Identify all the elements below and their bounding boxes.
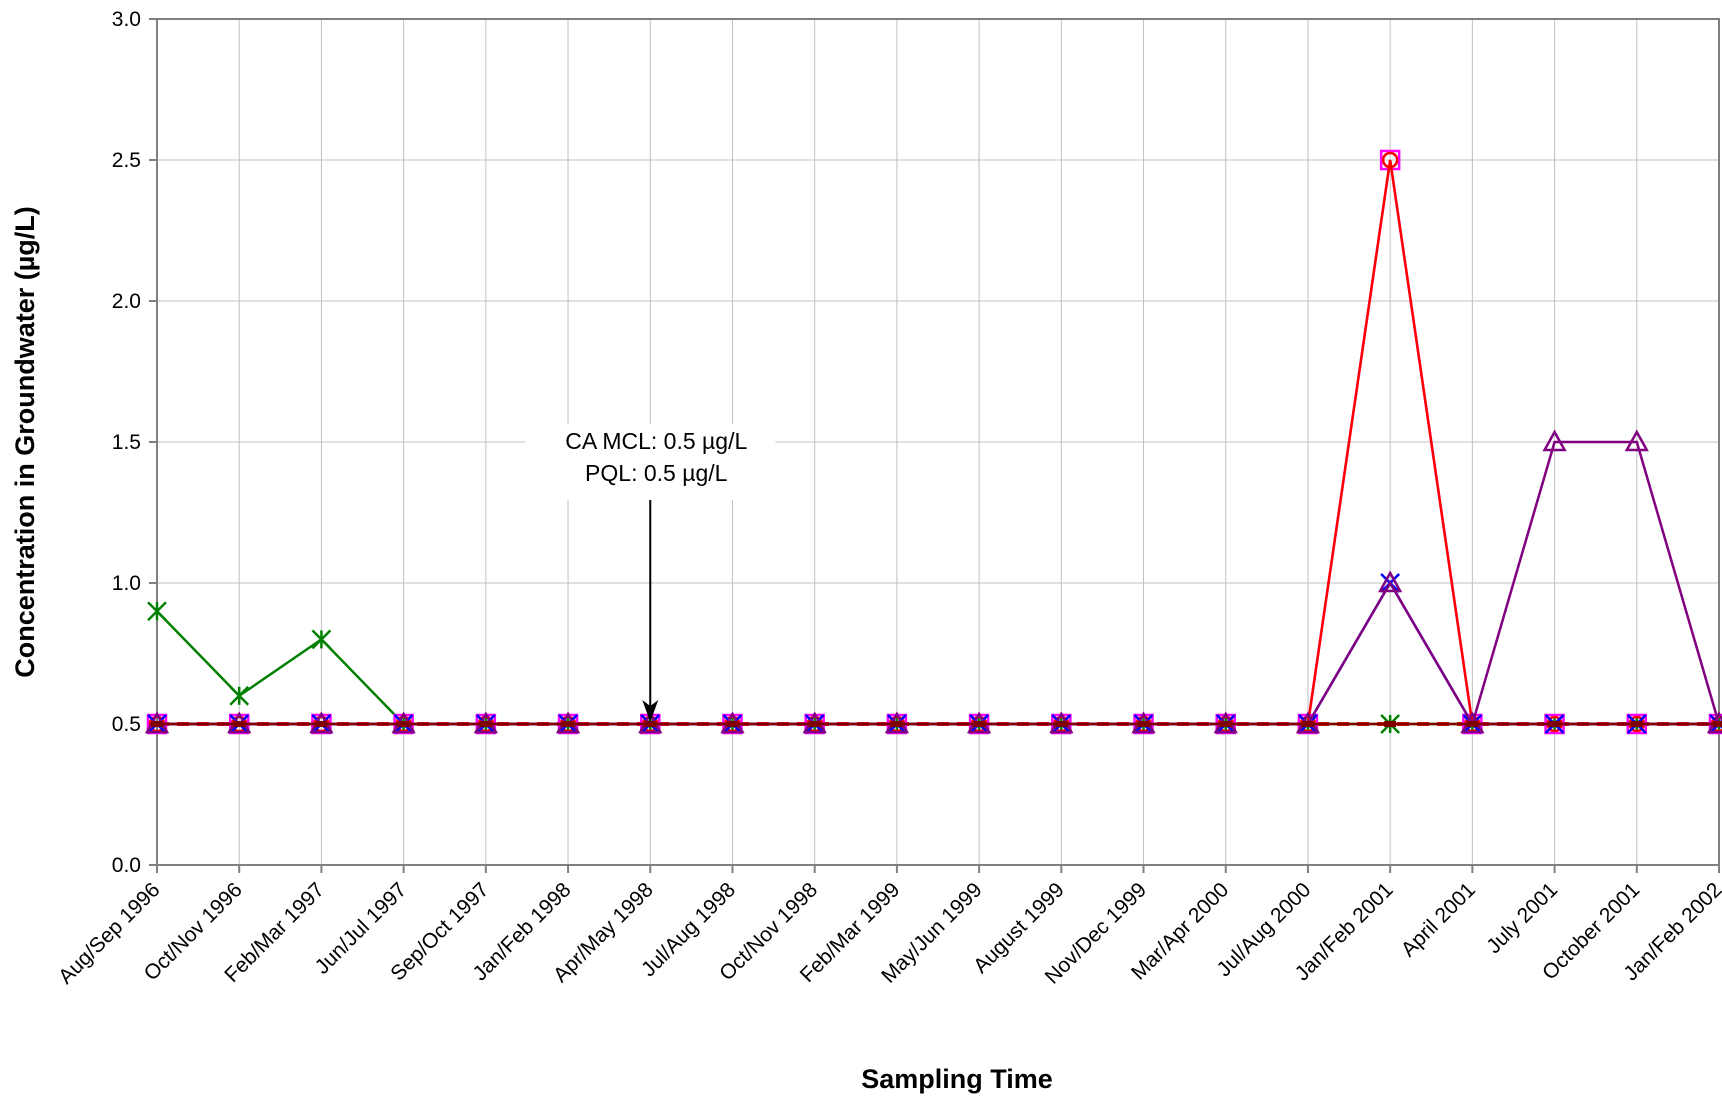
y-tick-label: 1.5 (112, 431, 141, 454)
data-point-dash (973, 721, 986, 727)
data-point-triangle (1542, 429, 1567, 452)
annotation-box (525, 424, 776, 500)
data-point-circle (1381, 151, 1399, 169)
data-point-star (311, 629, 332, 650)
data-point-dash (1630, 721, 1643, 727)
data-point-dash (1548, 721, 1561, 727)
data-point-triangle (1378, 570, 1403, 593)
data-point-square (1379, 149, 1401, 171)
annotation-text: CA MCL: 0.5 µg/L (565, 428, 747, 454)
data-point-star (229, 685, 250, 706)
series-6 (151, 721, 1722, 727)
data-point-dash (1137, 721, 1150, 727)
y-tick-label: 3.0 (112, 8, 141, 31)
annotation-arrow-head (642, 700, 659, 722)
annotation-text: PQL: 0.5 µg/L (585, 460, 728, 486)
data-point-dash (1384, 721, 1397, 727)
data-point-dash (397, 721, 410, 727)
y-tick-label: 0.0 (112, 854, 141, 877)
y-tick-label: 0.5 (112, 713, 141, 736)
x-tick-label: July 2001 (1482, 878, 1562, 958)
data-point-dash (151, 721, 163, 727)
data-point-triangle (1624, 429, 1649, 452)
y-tick-label: 2.5 (112, 149, 141, 172)
y-axis-title: Concentration in Groundwater (µg/L) (10, 206, 40, 678)
data-point-dash (1219, 721, 1232, 727)
data-point-dash (1466, 721, 1479, 727)
data-point-dash (1055, 721, 1068, 727)
data-point-dash (644, 721, 657, 727)
data-point-dash (1713, 721, 1722, 727)
data-point-dash (233, 721, 246, 727)
data-point-dash (562, 721, 575, 727)
y-tick-label: 1.0 (112, 572, 141, 595)
series-group (144, 149, 1722, 735)
annotation-group: CA MCL: 0.5 µg/L PQL: 0.5 µg/L (525, 424, 776, 722)
data-point-dash (315, 721, 328, 727)
x-tick-label: April 2001 (1397, 878, 1480, 961)
data-point-dash (479, 721, 492, 727)
data-point-dash (726, 721, 739, 727)
data-point-dash (890, 721, 903, 727)
x-axis-title: Sampling Time (861, 1064, 1053, 1094)
data-point-star (147, 601, 167, 622)
y-tick-label: 2.0 (112, 290, 141, 313)
data-point-dash (1301, 721, 1314, 727)
grid (156, 18, 1720, 866)
data-point-dash (808, 721, 821, 727)
plot-border (156, 18, 1720, 866)
